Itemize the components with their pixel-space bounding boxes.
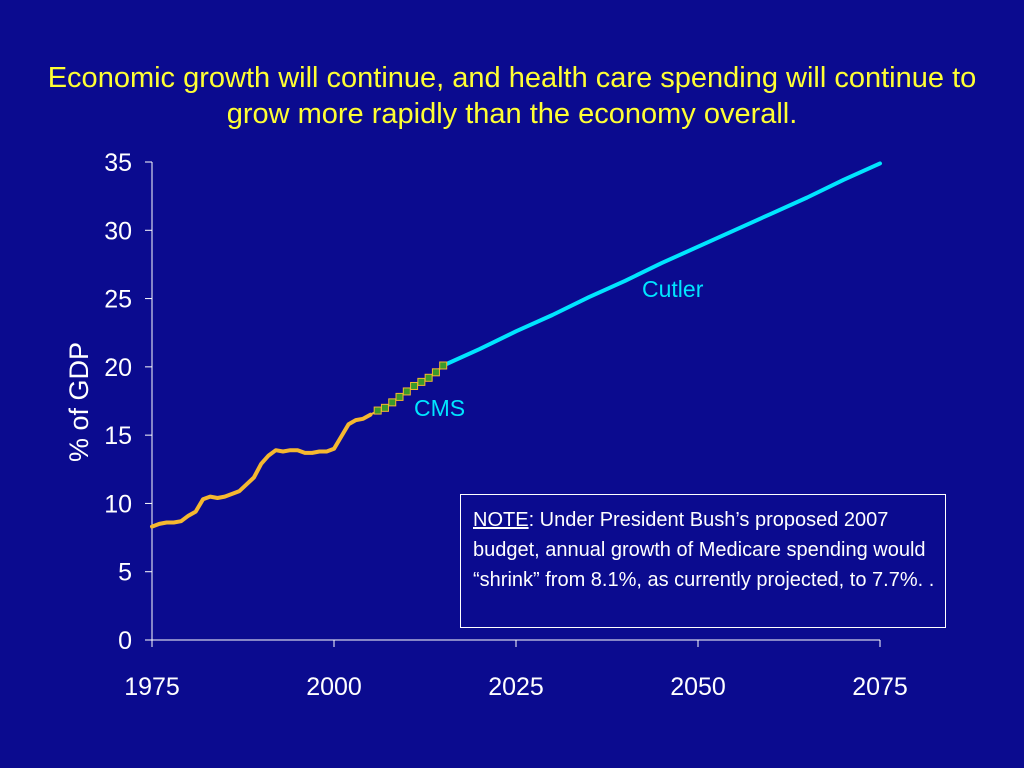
chart-series (150, 161, 882, 529)
x-tick-label: 2050 (670, 673, 726, 701)
slide-title: Economic growth will continue, and healt… (47, 62, 977, 130)
cms-point (424, 373, 433, 382)
cms-point (439, 361, 448, 370)
y-tick-label: 10 (104, 490, 132, 518)
cms-point (417, 377, 426, 386)
cms-point (395, 392, 404, 401)
cms-point (380, 403, 389, 412)
historical-series-line (150, 412, 373, 529)
y-axis-label: % of GDP (64, 342, 94, 462)
note-label: NOTE (473, 509, 529, 531)
chart-labels: CMS Cutler (414, 276, 704, 421)
note-text: : Under President Bush’s proposed 2007 b… (473, 509, 935, 591)
x-tick-label: 1975 (124, 673, 180, 701)
x-tick-label: 2075 (852, 673, 908, 701)
y-tick-label: 15 (104, 422, 132, 450)
y-tick-label: 35 (104, 149, 132, 177)
cutler-label: Cutler (642, 276, 704, 302)
x-tick-label: 2000 (306, 673, 362, 701)
y-tick-label: 25 (104, 286, 132, 314)
y-tick-label: 0 (118, 627, 132, 655)
y-tick-label: 20 (104, 354, 132, 382)
y-tick-label: 30 (104, 217, 132, 245)
cms-point (402, 387, 411, 396)
note-box: NOTE: Under President Bush’s proposed 20… (460, 494, 946, 628)
cms-point (373, 406, 382, 415)
cms-point (388, 398, 397, 407)
cutler-series-line (441, 161, 882, 368)
x-tick-label: 2025 (488, 673, 544, 701)
cms-label: CMS (414, 395, 465, 421)
cms-point (410, 381, 419, 390)
cms-point (431, 368, 440, 377)
y-tick-label: 5 (118, 559, 132, 587)
